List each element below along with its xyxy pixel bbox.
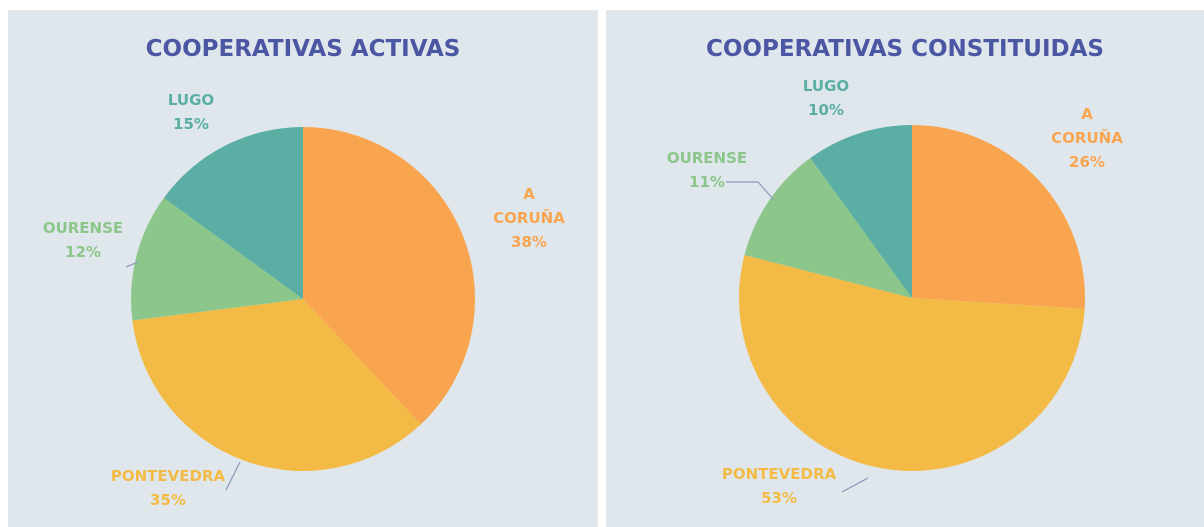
label-category: LUGO [802,77,850,95]
pie-slice [912,125,1085,309]
pie-chart [125,126,475,491]
chart-panel: COOPERATIVAS CONSTITUIDAS A CORUÑA 26% PONT… [606,10,1204,527]
label-value: 10% [808,101,844,119]
pie-slice [810,125,912,298]
label-value: 38% [511,233,547,251]
pie-slice [132,299,421,472]
pie-slice [744,158,912,298]
pie-slice [163,126,303,299]
leader-line [225,461,241,491]
pie-chart [726,125,1085,493]
label-category: PONTEVEDRA [110,467,226,485]
data-label: A CORUÑA 38% [488,182,570,254]
label-value: 11% [689,173,725,191]
label-value: 12% [65,243,101,261]
data-label: LUGO 15% [128,88,254,136]
pie-slice [303,127,475,425]
data-label: PONTEVEDRA 35% [88,464,248,512]
leader-line [841,477,869,493]
label-value: 15% [173,115,209,133]
data-label: LUGO 10% [766,74,886,122]
label-category: OURENSE [666,149,748,167]
chart-panel: COOPERATIVAS ACTIVAS A CORUÑA 38% PONTEVEDR… [8,10,598,527]
leader-line [726,181,775,201]
leader-line [125,261,139,268]
data-label: A CORUÑA 26% [1046,102,1128,174]
label-category: PONTEVEDRA [721,465,837,483]
label-value: 35% [150,491,186,509]
pie-slice [739,254,1085,472]
data-label: OURENSE 12% [18,216,148,264]
label-category: A CORUÑA [493,185,565,227]
label-value: 26% [1069,153,1105,171]
label-category: A CORUÑA [1051,105,1123,147]
label-category: LUGO [167,91,215,109]
data-label: OURENSE 11% [646,146,768,194]
label-value: 53% [761,489,797,507]
chart-title: COOPERATIVAS ACTIVAS [145,36,461,62]
label-category: OURENSE [42,219,124,237]
chart-title: COOPERATIVAS CONSTITUIDAS [705,36,1104,62]
data-label: PONTEVEDRA 53% [696,462,862,510]
pie-slice [131,197,303,321]
